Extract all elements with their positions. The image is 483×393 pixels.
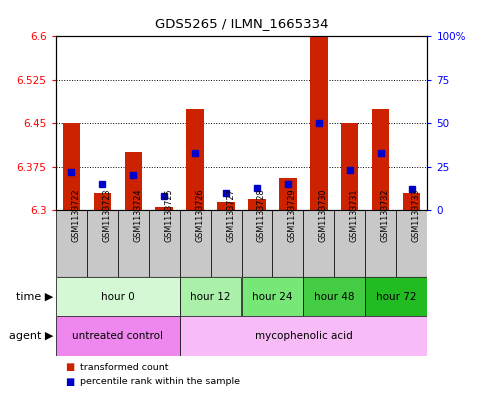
Text: GSM1133727: GSM1133727 <box>226 189 235 242</box>
Text: transformed count: transformed count <box>80 363 168 372</box>
Text: ■: ■ <box>65 377 74 387</box>
Text: GSM1133726: GSM1133726 <box>195 189 204 242</box>
Text: GSM1133729: GSM1133729 <box>288 189 297 242</box>
Bar <box>397 210 427 277</box>
Bar <box>94 193 111 210</box>
Bar <box>211 210 242 277</box>
Bar <box>303 210 334 277</box>
Text: GSM1133732: GSM1133732 <box>381 189 390 242</box>
Text: time ▶: time ▶ <box>16 292 53 302</box>
Text: GSM1133725: GSM1133725 <box>164 189 173 242</box>
Bar <box>334 210 366 277</box>
Bar <box>56 316 180 356</box>
Text: GSM1133722: GSM1133722 <box>71 189 80 242</box>
Text: agent ▶: agent ▶ <box>9 331 53 341</box>
Bar <box>280 178 297 210</box>
Bar <box>180 210 211 277</box>
Bar <box>56 277 180 316</box>
Text: hour 48: hour 48 <box>314 292 355 302</box>
Text: GDS5265 / ILMN_1665334: GDS5265 / ILMN_1665334 <box>155 17 328 30</box>
Bar <box>272 210 303 277</box>
Bar <box>156 208 172 210</box>
Text: GSM1133730: GSM1133730 <box>319 189 328 242</box>
Bar <box>366 277 427 316</box>
Bar <box>372 109 389 210</box>
Text: GSM1133731: GSM1133731 <box>350 189 359 242</box>
Text: mycophenolic acid: mycophenolic acid <box>255 331 353 341</box>
Text: GSM1133733: GSM1133733 <box>412 189 421 242</box>
Bar <box>125 152 142 210</box>
Text: hour 0: hour 0 <box>100 292 134 302</box>
Text: GSM1133723: GSM1133723 <box>102 189 111 242</box>
Bar <box>180 277 242 316</box>
Bar <box>242 210 272 277</box>
Bar <box>242 277 303 316</box>
Text: percentile rank within the sample: percentile rank within the sample <box>80 378 240 386</box>
Text: ■: ■ <box>65 362 74 373</box>
Text: GSM1133728: GSM1133728 <box>257 189 266 242</box>
Bar <box>303 277 366 316</box>
Text: GSM1133724: GSM1133724 <box>133 189 142 242</box>
Bar <box>86 210 117 277</box>
Bar <box>248 198 266 210</box>
Bar <box>180 316 427 356</box>
Text: hour 72: hour 72 <box>376 292 417 302</box>
Bar <box>56 210 86 277</box>
Bar <box>117 210 149 277</box>
Bar <box>149 210 180 277</box>
Text: hour 12: hour 12 <box>190 292 231 302</box>
Bar <box>186 109 203 210</box>
Bar <box>217 202 235 210</box>
Bar <box>311 36 327 210</box>
Bar <box>366 210 397 277</box>
Bar <box>62 123 80 210</box>
Text: hour 24: hour 24 <box>252 292 293 302</box>
Text: untreated control: untreated control <box>72 331 163 341</box>
Bar <box>341 123 358 210</box>
Bar <box>403 193 421 210</box>
